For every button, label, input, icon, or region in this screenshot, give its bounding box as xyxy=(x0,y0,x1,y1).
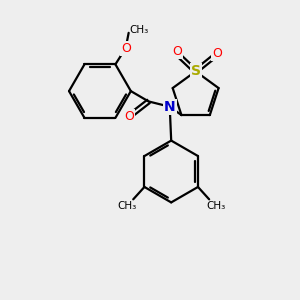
Text: O: O xyxy=(121,42,130,55)
Text: CH₃: CH₃ xyxy=(117,201,136,211)
Text: CH₃: CH₃ xyxy=(129,25,148,35)
Text: CH₃: CH₃ xyxy=(206,201,225,211)
Text: S: S xyxy=(190,64,201,78)
Text: N: N xyxy=(164,100,176,114)
Text: O: O xyxy=(212,46,222,60)
Text: O: O xyxy=(124,110,134,123)
Text: O: O xyxy=(172,45,182,58)
